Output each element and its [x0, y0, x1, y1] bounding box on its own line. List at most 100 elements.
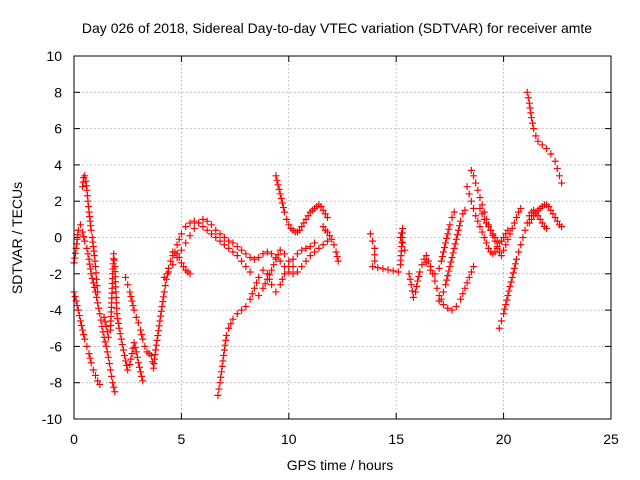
- data-point: [502, 241, 510, 249]
- data-point: [412, 288, 420, 296]
- data-point: [86, 354, 94, 362]
- data-point: [122, 357, 130, 365]
- data-point: [87, 359, 95, 367]
- data-point: [474, 186, 482, 194]
- data-point: [374, 264, 382, 272]
- x-axis-title: GPS time / hours: [287, 457, 394, 473]
- data-point: [507, 278, 515, 286]
- data-point: [89, 366, 97, 374]
- data-point: [525, 219, 533, 227]
- data-point: [110, 250, 118, 258]
- data-point: [212, 234, 220, 241]
- data-point: [431, 277, 439, 285]
- data-point: [306, 243, 314, 251]
- data-point: [94, 377, 102, 385]
- data-point: [78, 322, 86, 330]
- data-point: [326, 232, 334, 240]
- data-point: [160, 273, 168, 281]
- data-point: [250, 255, 258, 263]
- data-point: [273, 176, 281, 184]
- y-tick-label: -4: [50, 302, 63, 318]
- data-point: [177, 246, 185, 254]
- data-point: [81, 335, 89, 343]
- data-point: [190, 217, 198, 225]
- data-point: [371, 244, 379, 252]
- data-point: [122, 273, 130, 281]
- data-point: [223, 332, 231, 340]
- data-point: [333, 253, 341, 261]
- data-point: [394, 268, 402, 276]
- data-point: [134, 359, 142, 367]
- data-point: [141, 342, 149, 350]
- data-point: [165, 268, 173, 276]
- data-point: [94, 299, 102, 307]
- data-point: [225, 324, 233, 332]
- data-point: [553, 217, 561, 225]
- data-point: [221, 341, 229, 349]
- data-point: [504, 226, 512, 234]
- data-point: [439, 288, 447, 296]
- data-point: [71, 249, 79, 257]
- data-point: [452, 302, 460, 310]
- data-point: [81, 172, 89, 180]
- data-point: [443, 276, 451, 284]
- data-point: [220, 351, 228, 359]
- data-point: [102, 322, 110, 330]
- data-point: [157, 312, 165, 320]
- data-point: [177, 230, 185, 238]
- data-point: [263, 248, 271, 256]
- data-point: [420, 255, 428, 263]
- data-point: [461, 206, 469, 214]
- data-point: [302, 215, 310, 223]
- data-point: [102, 342, 110, 350]
- data-point: [74, 306, 82, 314]
- data-point: [285, 257, 293, 265]
- data-point: [304, 212, 312, 220]
- data-point: [476, 223, 484, 231]
- data-point: [132, 348, 140, 356]
- data-point: [248, 290, 256, 298]
- data-point: [478, 210, 486, 218]
- data-point: [459, 290, 467, 298]
- data-point: [415, 273, 423, 281]
- data-point: [113, 310, 121, 318]
- data-point: [553, 165, 561, 173]
- data-point: [186, 270, 194, 278]
- data-point: [96, 310, 104, 318]
- data-point: [298, 246, 306, 254]
- data-point: [509, 269, 517, 277]
- data-point: [435, 297, 443, 305]
- data-point: [482, 239, 490, 247]
- data-point: [93, 275, 101, 283]
- data-point: [511, 260, 519, 268]
- data-point: [85, 255, 93, 263]
- data-point: [524, 94, 532, 102]
- data-point: [409, 293, 417, 301]
- plot-frame: [73, 55, 612, 420]
- data-point: [154, 332, 162, 340]
- data-point: [91, 263, 99, 271]
- data-point: [334, 257, 342, 265]
- data-point: [485, 223, 493, 231]
- data-point: [229, 315, 237, 323]
- data-point: [167, 257, 175, 265]
- data-point: [323, 228, 331, 236]
- data-point: [558, 223, 566, 231]
- data-point: [298, 263, 306, 271]
- data-point: [399, 239, 407, 247]
- y-tick-label: -2: [50, 266, 63, 282]
- data-point: [470, 204, 478, 212]
- data-point: [246, 253, 254, 261]
- data-point: [445, 267, 453, 275]
- data-point: [238, 246, 246, 254]
- data-point: [416, 268, 424, 276]
- data-point: [75, 312, 83, 320]
- data-point: [79, 326, 87, 334]
- data-point: [398, 229, 406, 237]
- data-point: [504, 292, 512, 300]
- data-point: [405, 270, 413, 278]
- data-point: [536, 215, 544, 223]
- data-point: [177, 259, 185, 267]
- data-point: [442, 281, 450, 289]
- data-point: [222, 336, 230, 344]
